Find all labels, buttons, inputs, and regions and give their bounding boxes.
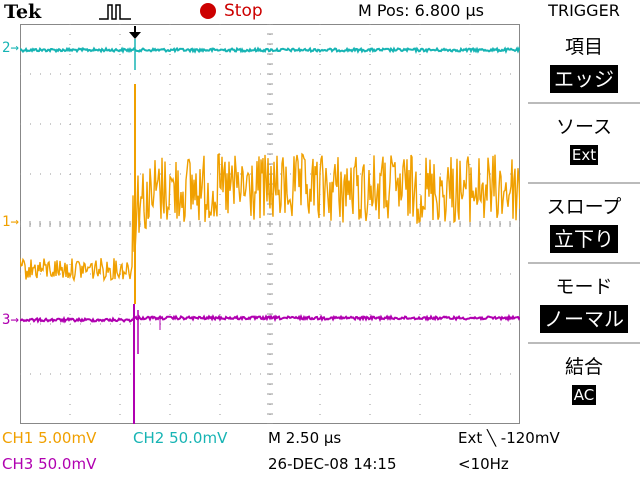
trigger-side-menu: 項目 エッジ ソース Ext スロープ 立下り モード ノーマル 結合 AC: [528, 24, 640, 424]
menu-item-value: Ext: [569, 145, 599, 165]
menu-item-coupling[interactable]: 結合 AC: [528, 344, 640, 422]
trigger-frequency-readout: <10Hz: [458, 455, 509, 473]
run-state-label: Stop: [224, 1, 263, 21]
menu-item-label: モード: [555, 276, 613, 298]
menu-item-mode[interactable]: モード ノーマル: [528, 264, 640, 344]
top-status-bar: Tek Stop M Pos: 6.800 μs: [0, 0, 528, 24]
ch3-waveform: [20, 313, 520, 324]
trigger-level-readout: Ext ╲ -120mV: [458, 429, 560, 447]
ch3-scale-readout: CH3 50.0mV: [2, 455, 97, 473]
menu-item-slope[interactable]: スロープ 立下り: [528, 184, 640, 264]
waveform-display: [20, 24, 520, 424]
menu-item-value: 立下り: [550, 225, 618, 253]
menu-item-source[interactable]: ソース Ext: [528, 104, 640, 184]
menu-item-label: スロープ: [546, 196, 622, 218]
menu-item-label: 結合: [564, 356, 603, 378]
ch1-ground-marker: 1→: [2, 214, 19, 230]
menu-item-type[interactable]: 項目 エッジ: [528, 24, 640, 104]
timebase-readout: M 2.50 μs: [268, 429, 342, 447]
brand-logo: Tek: [4, 1, 42, 23]
menu-item-value: ノーマル: [540, 305, 628, 333]
ch3-ground-marker: 3→: [2, 312, 19, 328]
horizontal-position-readout: M Pos: 6.800 μs: [358, 1, 484, 20]
ch1-scale-readout: CH1 5.00mV: [2, 429, 97, 447]
menu-item-value: AC: [571, 385, 597, 405]
ch2-waveform: [20, 46, 520, 54]
stop-indicator-icon: [200, 3, 216, 19]
ch1-waveform: [20, 152, 520, 283]
menu-item-label: 項目: [564, 36, 603, 58]
menu-item-label: ソース: [555, 116, 613, 138]
menu-item-value: エッジ: [550, 65, 618, 93]
trigger-position-marker-icon: [129, 26, 141, 39]
trigger-mode-icon: [99, 4, 131, 20]
menu-title: TRIGGER: [548, 1, 620, 20]
graticule: [20, 24, 520, 424]
ch2-scale-readout: CH2 50.0mV: [133, 429, 228, 447]
date-time-readout: 26-DEC-08 14:15: [268, 455, 397, 473]
ch2-ground-marker: 2→: [2, 40, 19, 56]
